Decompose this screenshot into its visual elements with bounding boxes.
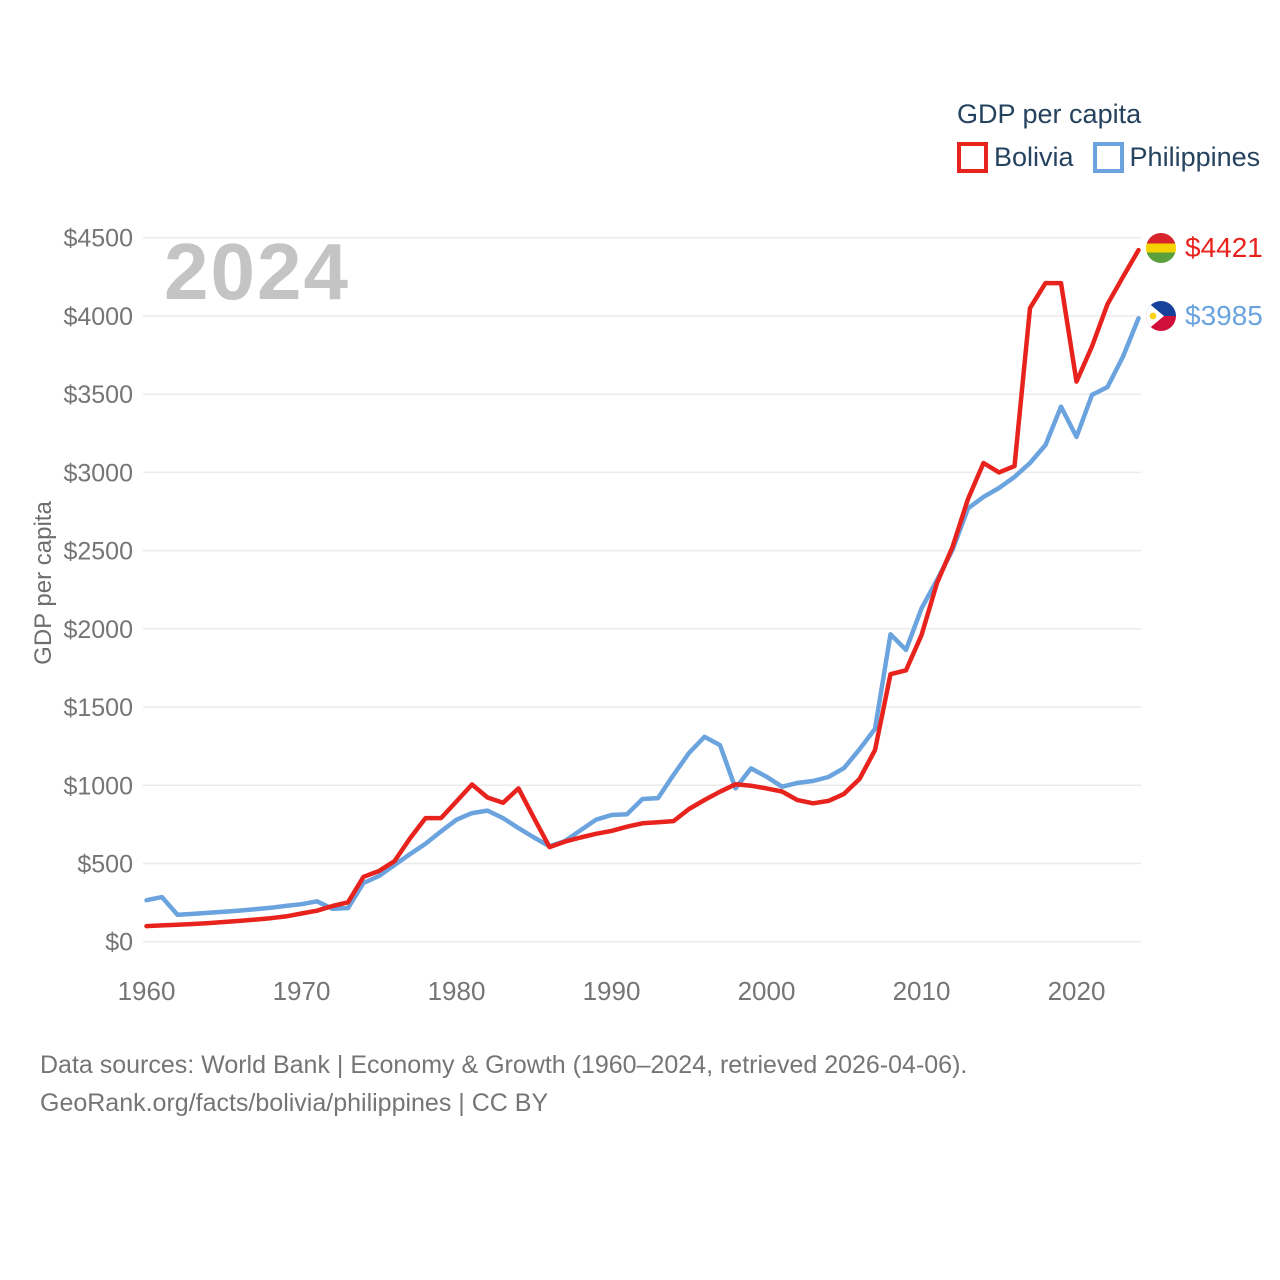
series-line-bolivia	[144, 247, 1141, 929]
legend-label-philippines: Philippines	[1129, 142, 1261, 172]
x-tick-label: 2010	[893, 976, 951, 1006]
y-tick-label: $500	[77, 851, 133, 879]
bolivia-end-label: $4421	[1146, 232, 1263, 264]
y-tick-label: $4000	[63, 303, 133, 331]
legend-label-bolivia: Bolivia	[994, 142, 1074, 172]
philippines-swatch-icon	[1092, 142, 1124, 173]
y-tick-label: $1500	[63, 694, 133, 722]
footer-source-line: Data sources: World Bank | Economy & Gro…	[40, 1051, 968, 1079]
legend-items: Bolivia Philippines	[957, 142, 1260, 173]
y-tick-label: $0	[105, 929, 133, 957]
legend-item-philippines[interactable]: Philippines	[1092, 142, 1261, 173]
footer-attribution-line: GeoRank.org/facts/bolivia/philippines | …	[40, 1089, 549, 1117]
legend-item-bolivia[interactable]: Bolivia	[957, 142, 1074, 173]
x-tick-label: 1990	[583, 976, 641, 1006]
chart-year-watermark: 2024	[164, 227, 350, 316]
philippines-end-value: $3985	[1185, 300, 1263, 331]
x-tick-label: 1970	[273, 976, 331, 1006]
x-tick-label: 2020	[1048, 976, 1106, 1006]
bolivia-end-value: $4421	[1185, 232, 1263, 263]
series-line-philippines	[144, 316, 1141, 918]
x-tick-label: 1980	[428, 976, 486, 1006]
legend: GDP per capita Bolivia Philippines	[957, 99, 1260, 173]
y-axis-title: GDP per capita	[30, 501, 57, 665]
y-tick-label: $3000	[63, 459, 133, 487]
y-tick-label: $4500	[63, 225, 133, 253]
bolivia-flag-icon	[1146, 233, 1176, 263]
y-tick-label: $2500	[63, 538, 133, 566]
y-tick-label: $1000	[63, 772, 133, 800]
philippines-end-label: $3985	[1146, 300, 1263, 332]
x-tick-label: 1960	[118, 976, 176, 1006]
bolivia-swatch-icon	[957, 142, 988, 173]
philippines-flag-icon	[1146, 301, 1176, 331]
y-tick-label: $2000	[63, 616, 133, 644]
legend-title: GDP per capita	[957, 99, 1142, 129]
y-tick-label: $3500	[63, 381, 133, 409]
x-tick-label: 2000	[738, 976, 796, 1006]
footer: Data sources: World Bank | Economy & Gro…	[40, 1046, 967, 1122]
